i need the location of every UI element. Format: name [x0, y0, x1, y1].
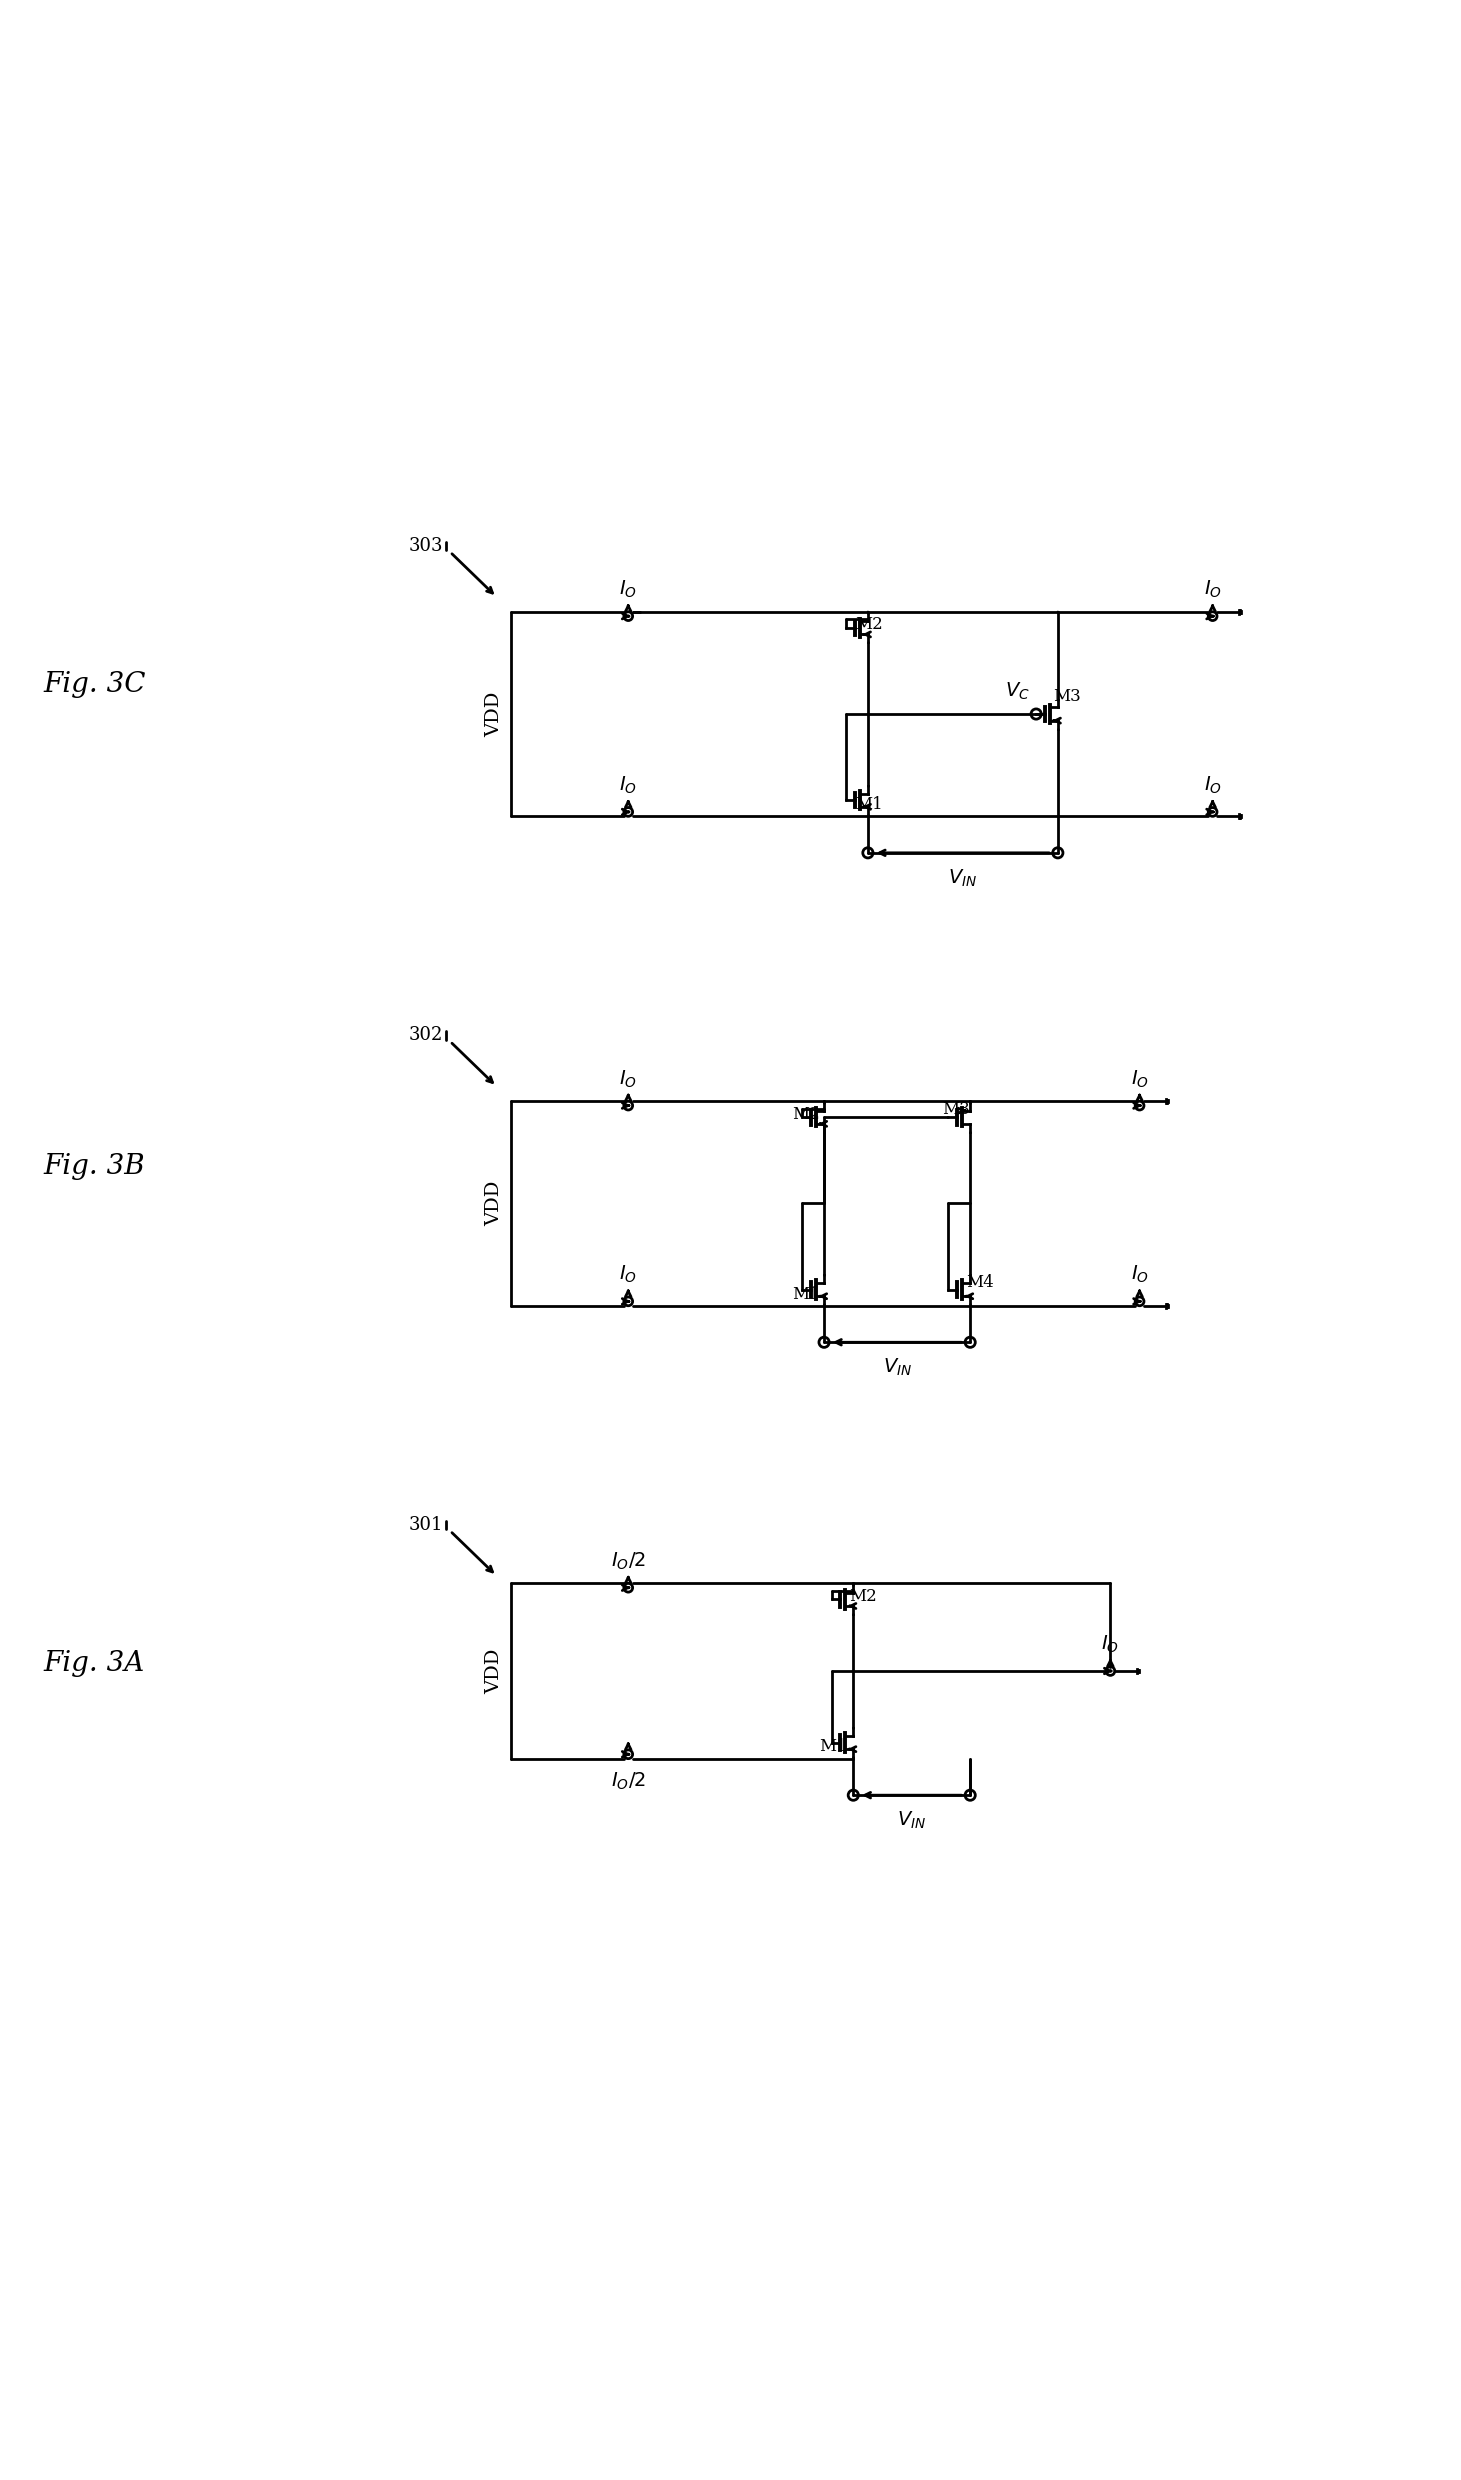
Text: $I_O$: $I_O$ — [1131, 1265, 1148, 1285]
Text: M1: M1 — [820, 1738, 847, 1756]
Text: Fig. 3B: Fig. 3B — [44, 1153, 146, 1180]
Text: M4: M4 — [966, 1275, 993, 1292]
Text: VDD: VDD — [485, 1180, 503, 1225]
Text: $I_O$: $I_O$ — [619, 774, 637, 796]
Text: M3: M3 — [1053, 687, 1081, 704]
Text: M2: M2 — [792, 1106, 820, 1123]
Text: $I_O$: $I_O$ — [619, 1265, 637, 1285]
Text: M1: M1 — [855, 796, 882, 813]
Text: $I_O$: $I_O$ — [619, 1069, 637, 1089]
Text: $V_{IN}$: $V_{IN}$ — [897, 1810, 926, 1830]
Text: 303: 303 — [409, 538, 444, 556]
Text: Fig. 3A: Fig. 3A — [44, 1649, 145, 1676]
Text: VDD: VDD — [485, 692, 503, 737]
Text: $I_O$: $I_O$ — [1131, 1069, 1148, 1089]
Text: $V_{IN}$: $V_{IN}$ — [882, 1357, 912, 1379]
Text: VDD: VDD — [485, 1649, 503, 1694]
Text: 302: 302 — [409, 1027, 444, 1044]
Text: $I_O$: $I_O$ — [1204, 578, 1221, 600]
Text: M2: M2 — [849, 1587, 877, 1605]
Text: $I_O/2$: $I_O/2$ — [611, 1550, 646, 1572]
Text: M3: M3 — [942, 1101, 970, 1118]
Text: $I_O/2$: $I_O/2$ — [611, 1771, 646, 1791]
Text: $V_C$: $V_C$ — [1005, 682, 1030, 702]
Text: M1: M1 — [792, 1285, 820, 1302]
Text: $I_O$: $I_O$ — [619, 578, 637, 600]
Text: $I_O$: $I_O$ — [1102, 1634, 1119, 1654]
Text: Fig. 3C: Fig. 3C — [44, 672, 146, 699]
Text: $I_O$: $I_O$ — [1204, 774, 1221, 796]
Text: 301: 301 — [409, 1515, 444, 1535]
Text: $V_{IN}$: $V_{IN}$ — [948, 868, 977, 888]
Text: M2: M2 — [855, 618, 882, 632]
